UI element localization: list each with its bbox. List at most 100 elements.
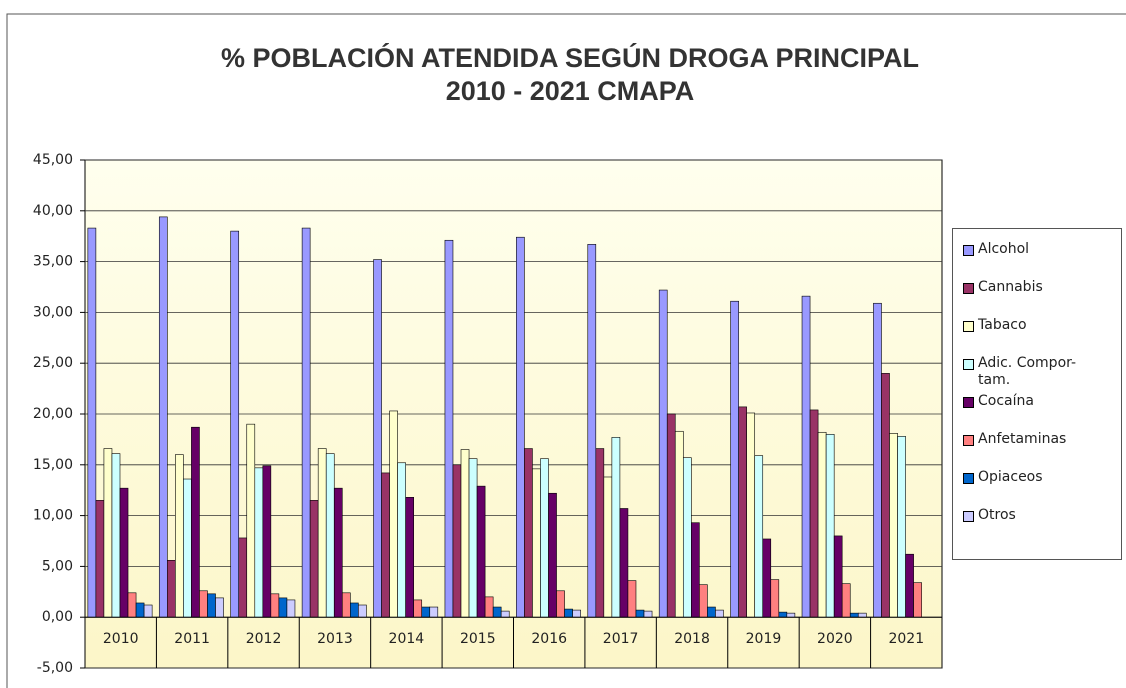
bar <box>167 560 176 618</box>
bar <box>476 485 486 618</box>
bar <box>746 412 756 618</box>
bar <box>317 448 327 618</box>
bar <box>143 604 153 618</box>
legend-item: Cocaína <box>963 393 1121 431</box>
bar <box>119 487 129 618</box>
legend-label: Alcohol <box>978 241 1030 257</box>
x-tick-label: 2019 <box>746 631 782 647</box>
bar <box>913 582 922 618</box>
bar <box>183 478 192 618</box>
legend-item: Adic. Compor-tam. <box>963 355 1121 393</box>
bar <box>611 437 621 618</box>
bar <box>135 602 145 618</box>
bar <box>238 537 248 618</box>
chart-title: % POBLACIÓN ATENDIDA SEGÚN DROGA PRINCIP… <box>221 42 919 73</box>
bar <box>762 538 772 618</box>
legend-swatch <box>963 397 974 408</box>
bar <box>738 406 747 618</box>
bar <box>627 580 637 618</box>
legend-item: Cannabis <box>963 279 1121 317</box>
chart-title: 2010 - 2021 CMAPA <box>446 76 695 106</box>
bar <box>301 227 311 618</box>
y-tick-label: 25,00 <box>33 355 73 371</box>
bar <box>429 606 439 618</box>
bar <box>833 535 843 618</box>
bar <box>95 500 105 618</box>
bar <box>619 508 629 618</box>
legend-label: Tabaco <box>978 317 1027 333</box>
bar <box>516 236 525 618</box>
bar <box>381 472 390 618</box>
bar <box>373 259 382 618</box>
bar <box>270 593 280 618</box>
bar <box>333 487 343 618</box>
bar <box>778 611 788 618</box>
bar <box>595 448 605 618</box>
x-tick-label: 2018 <box>674 631 710 647</box>
legend-swatch <box>963 283 974 294</box>
bar <box>175 454 184 618</box>
bar <box>191 426 200 618</box>
y-tick-label: 20,00 <box>33 406 73 422</box>
legend-item: Otros <box>963 507 1121 545</box>
frame <box>6 13 1126 688</box>
bar <box>452 464 462 618</box>
legend-swatch <box>963 511 974 522</box>
bar <box>881 373 890 618</box>
bar <box>770 579 780 618</box>
legend-item: Alcohol <box>963 241 1121 279</box>
bar <box>389 410 398 618</box>
x-tick-label: 2013 <box>317 631 353 647</box>
legend-label: Anfetaminas <box>978 431 1067 447</box>
bar <box>801 295 811 618</box>
bar <box>325 453 335 618</box>
bar <box>278 597 288 618</box>
bar <box>254 467 264 618</box>
bar <box>111 453 121 618</box>
x-tick-label: 2010 <box>103 631 139 647</box>
bar <box>715 609 724 618</box>
legend-label: Adic. Compor-tam. <box>978 355 1077 388</box>
bar <box>825 434 835 618</box>
bar <box>103 448 113 618</box>
bar <box>699 584 708 618</box>
bar <box>532 468 541 618</box>
bar <box>674 430 684 618</box>
bar <box>230 230 240 618</box>
x-tick-label: 2020 <box>817 631 853 647</box>
bar <box>341 592 351 618</box>
bar <box>246 423 256 618</box>
y-tick-label: 35,00 <box>33 254 73 270</box>
bar <box>413 599 423 618</box>
bar <box>635 609 645 618</box>
bar <box>889 433 898 618</box>
bar <box>286 599 296 618</box>
bar <box>873 302 882 618</box>
y-tick-label: 0,00 <box>42 609 73 625</box>
bar <box>897 436 906 618</box>
bar <box>158 216 168 618</box>
bar <box>524 448 533 618</box>
bar <box>358 604 367 618</box>
y-tick-label: 5,00 <box>42 558 73 574</box>
legend-item: Tabaco <box>963 317 1121 355</box>
bar <box>587 244 597 618</box>
legend-swatch <box>963 359 974 370</box>
bar <box>786 612 796 618</box>
bar <box>905 553 914 618</box>
bar <box>492 606 502 618</box>
legend-label: Cocaína <box>978 393 1034 409</box>
y-tick-label: 45,00 <box>33 152 73 168</box>
bar <box>841 583 851 618</box>
legend-label: Otros <box>978 507 1016 523</box>
bar <box>484 596 494 618</box>
y-tick-label: 15,00 <box>33 457 73 473</box>
x-tick-label: 2011 <box>174 631 210 647</box>
x-tick-label: 2014 <box>389 631 425 647</box>
x-tick-label: 2017 <box>603 631 639 647</box>
bar <box>468 458 478 618</box>
legend-swatch <box>963 473 974 484</box>
bar <box>215 597 224 618</box>
bar <box>127 592 137 618</box>
